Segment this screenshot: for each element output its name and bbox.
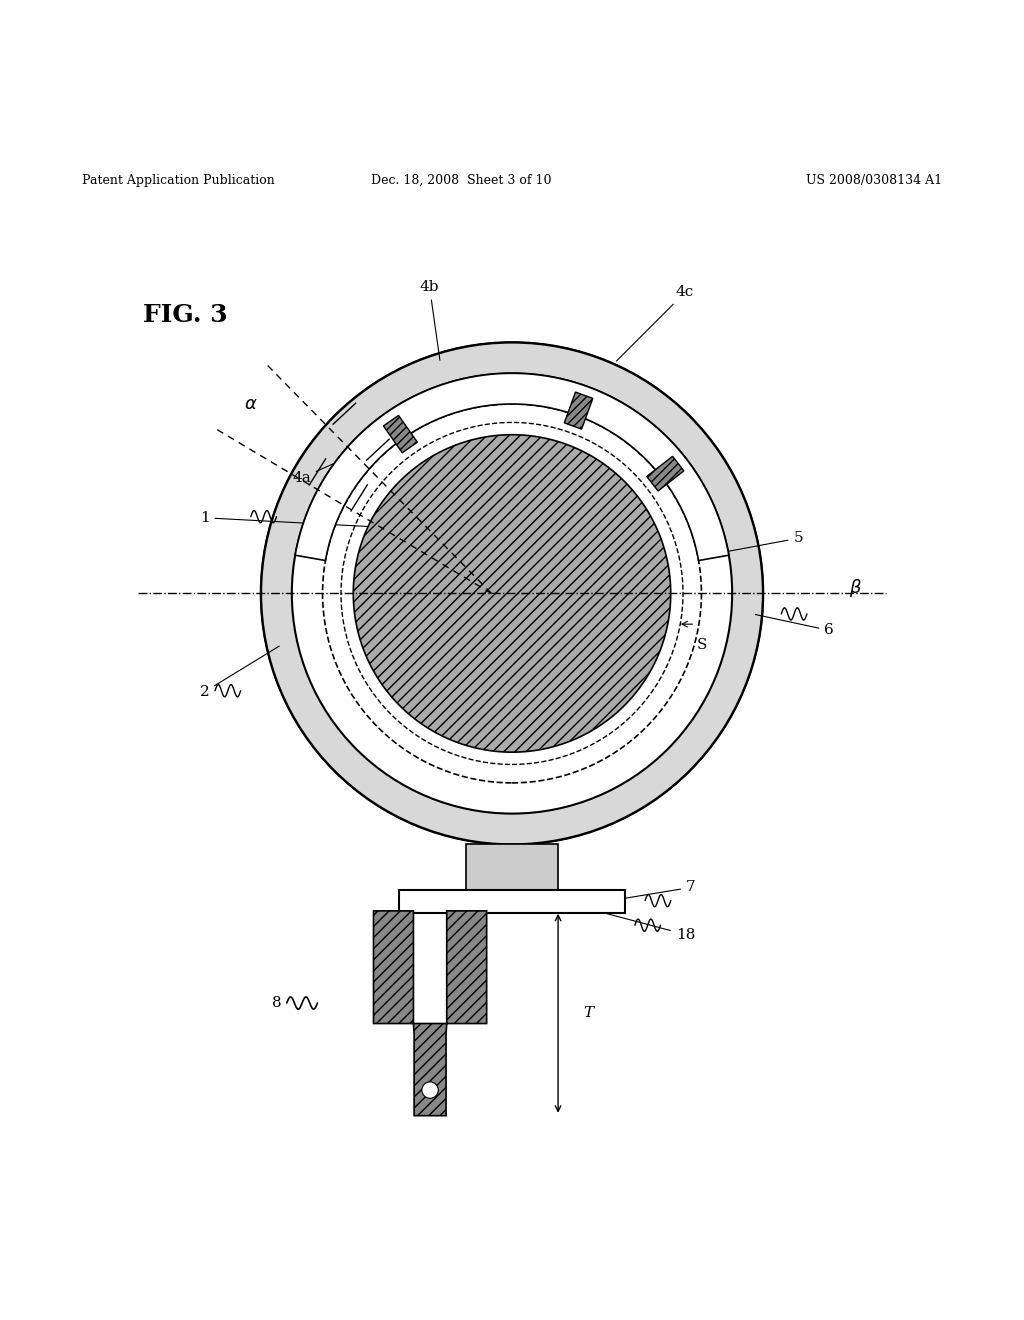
Circle shape xyxy=(261,343,763,845)
Text: Dec. 18, 2008  Sheet 3 of 10: Dec. 18, 2008 Sheet 3 of 10 xyxy=(371,174,551,186)
Text: $\beta$: $\beta$ xyxy=(849,577,861,599)
Text: 5: 5 xyxy=(725,531,803,552)
PathPatch shape xyxy=(374,911,486,1115)
Circle shape xyxy=(292,374,732,813)
Text: 8: 8 xyxy=(272,997,282,1010)
Circle shape xyxy=(422,1082,438,1098)
Text: FIG. 3: FIG. 3 xyxy=(143,304,228,327)
Text: 4a: 4a xyxy=(292,442,382,484)
Text: S: S xyxy=(696,638,707,652)
Text: 4b: 4b xyxy=(420,280,440,360)
Polygon shape xyxy=(353,434,671,752)
Polygon shape xyxy=(295,374,729,561)
Polygon shape xyxy=(647,457,684,491)
Text: $\alpha$: $\alpha$ xyxy=(244,395,258,413)
Bar xyxy=(466,845,558,891)
Polygon shape xyxy=(564,392,593,429)
Text: 4c: 4c xyxy=(616,285,694,362)
Text: 1: 1 xyxy=(200,511,468,532)
Bar xyxy=(399,891,625,913)
Text: T: T xyxy=(584,1006,594,1020)
Text: US 2008/0308134 A1: US 2008/0308134 A1 xyxy=(806,174,942,186)
Text: 2: 2 xyxy=(200,645,280,698)
Text: 6: 6 xyxy=(756,615,835,638)
Text: 18: 18 xyxy=(607,913,695,941)
Text: 7: 7 xyxy=(607,880,695,902)
Polygon shape xyxy=(383,416,418,453)
Text: Patent Application Publication: Patent Application Publication xyxy=(82,174,274,186)
